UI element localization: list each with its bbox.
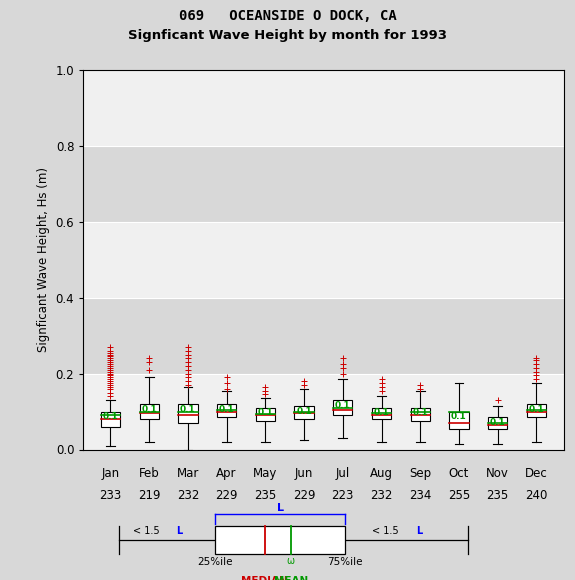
Bar [178,404,198,423]
Bar [294,406,314,419]
Text: 240: 240 [525,489,547,502]
Text: MEAN: MEAN [274,575,308,580]
Text: 0.1: 0.1 [490,418,505,427]
Text: Jun: Jun [295,467,313,480]
Bar [372,408,391,419]
Text: Oct: Oct [448,467,469,480]
Text: 255: 255 [448,489,470,502]
Text: MEDIAN: MEDIAN [242,575,288,580]
Text: May: May [253,467,278,480]
Bar [83,146,564,222]
Text: 232: 232 [177,489,199,502]
Text: 0.1: 0.1 [102,412,118,421]
Text: Mar: Mar [177,467,199,480]
Text: 233: 233 [99,489,121,502]
Bar [83,70,564,146]
Text: 0.1: 0.1 [296,407,312,416]
Text: Dec: Dec [525,467,548,480]
Text: 25%ile: 25%ile [198,557,233,567]
Text: 229: 229 [293,489,315,502]
Text: ω: ω [286,556,295,566]
Bar [333,400,352,415]
Text: 219: 219 [138,489,160,502]
Text: < 1.5: < 1.5 [133,525,162,535]
Bar [449,412,469,429]
Text: L: L [277,503,284,513]
Bar [83,222,564,298]
Text: 069   OCEANSIDE O DOCK, CA: 069 OCEANSIDE O DOCK, CA [179,9,396,23]
Text: 0.1: 0.1 [258,408,273,418]
Bar [411,408,430,421]
Text: Aug: Aug [370,467,393,480]
Text: L: L [177,525,183,535]
Bar [83,374,564,450]
Text: L: L [416,525,422,535]
Text: 235: 235 [486,489,509,502]
Text: Sep: Sep [409,467,431,480]
Text: 0.1: 0.1 [412,408,428,418]
Bar [488,417,507,429]
Text: 0.1: 0.1 [528,405,545,414]
Text: 0.1: 0.1 [374,408,389,418]
Text: Apr: Apr [216,467,237,480]
Y-axis label: Signficant Wave Height, Hs (m): Signficant Wave Height, Hs (m) [37,167,50,352]
Bar [217,404,236,417]
Text: < 1.5: < 1.5 [372,525,402,535]
Text: Feb: Feb [139,467,160,480]
Text: 232: 232 [370,489,393,502]
Bar [83,298,564,374]
Bar [101,412,120,427]
Text: 0.1: 0.1 [451,412,467,421]
Text: 0.1: 0.1 [180,405,196,414]
Bar [140,404,159,419]
Text: 75%ile: 75%ile [327,557,363,567]
Text: Jul: Jul [336,467,350,480]
Bar [216,526,345,554]
Text: 235: 235 [254,489,277,502]
Text: 0.1: 0.1 [218,405,235,414]
Text: 234: 234 [409,489,431,502]
Text: Signficant Wave Height by month for 1993: Signficant Wave Height by month for 1993 [128,29,447,42]
Text: 0.1: 0.1 [335,401,351,410]
Text: 0.1: 0.1 [141,405,157,414]
Bar [256,408,275,421]
Text: Jan: Jan [101,467,120,480]
Text: 229: 229 [216,489,238,502]
Bar [527,404,546,417]
Text: Nov: Nov [486,467,509,480]
Text: 223: 223 [332,489,354,502]
